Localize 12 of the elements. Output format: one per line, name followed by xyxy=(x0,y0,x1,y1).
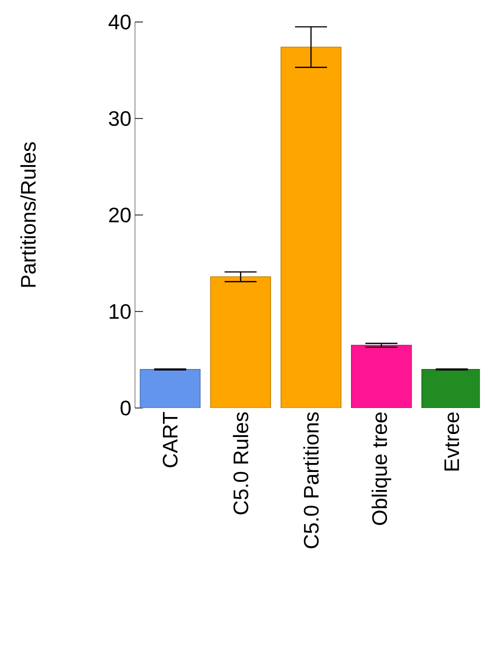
x-tick-label: Evtree xyxy=(444,412,460,470)
x-tick-label: Oblique tree xyxy=(372,412,392,525)
bar xyxy=(210,276,272,408)
y-tick-label: 10 xyxy=(110,304,131,319)
x-tick-label: CART xyxy=(162,412,178,468)
y-tick-label: 40 xyxy=(108,14,131,30)
y-tick-label: 0 xyxy=(120,400,131,416)
x-tick-label: C5.0 Rules xyxy=(232,412,248,514)
x-tick-label: C5.0 Partitions xyxy=(303,412,319,548)
y-tick-label: 30 xyxy=(108,111,131,126)
y-tick-label: 20 xyxy=(109,208,131,222)
y-axis-title: Partitions/Rules xyxy=(20,142,36,287)
